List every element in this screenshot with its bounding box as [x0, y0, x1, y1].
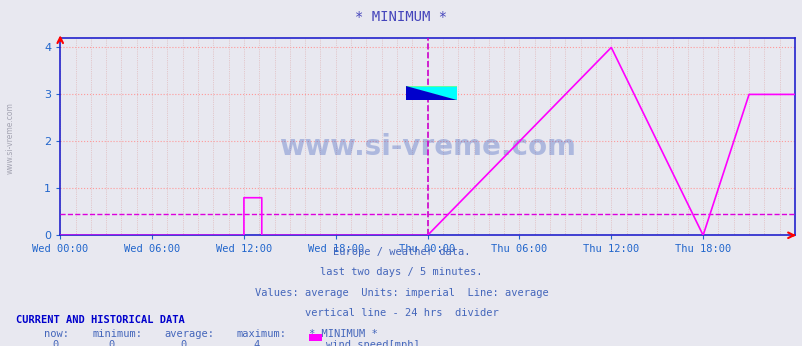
Text: * MINIMUM *: * MINIMUM *	[355, 10, 447, 24]
Polygon shape	[405, 86, 456, 100]
Text: * MINIMUM *: * MINIMUM *	[309, 329, 378, 339]
Polygon shape	[405, 86, 456, 100]
Text: www.si-vreme.com: www.si-vreme.com	[6, 102, 15, 174]
Text: last two days / 5 minutes.: last two days / 5 minutes.	[320, 267, 482, 277]
Text: 0: 0	[180, 340, 187, 346]
Text: now:: now:	[44, 329, 69, 339]
Text: Europe / weather data.: Europe / weather data.	[332, 247, 470, 257]
Text: minimum:: minimum:	[92, 329, 142, 339]
Text: CURRENT AND HISTORICAL DATA: CURRENT AND HISTORICAL DATA	[16, 315, 184, 325]
Text: www.si-vreme.com: www.si-vreme.com	[279, 133, 575, 161]
Text: 0: 0	[52, 340, 59, 346]
Text: vertical line - 24 hrs  divider: vertical line - 24 hrs divider	[304, 308, 498, 318]
Text: Values: average  Units: imperial  Line: average: Values: average Units: imperial Line: av…	[254, 288, 548, 298]
Text: 4: 4	[253, 340, 259, 346]
FancyBboxPatch shape	[405, 86, 456, 100]
Text: maximum:: maximum:	[237, 329, 286, 339]
Text: average:: average:	[164, 329, 214, 339]
Text: 0: 0	[108, 340, 115, 346]
Text: wind speed[mph]: wind speed[mph]	[326, 340, 419, 346]
